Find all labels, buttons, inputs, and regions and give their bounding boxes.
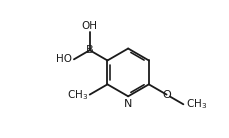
Text: O: O <box>162 90 171 100</box>
Text: N: N <box>124 99 132 109</box>
Text: HO: HO <box>56 54 72 64</box>
Text: CH$_3$: CH$_3$ <box>186 97 207 111</box>
Text: B: B <box>86 45 93 55</box>
Text: OH: OH <box>82 21 98 31</box>
Text: CH$_3$: CH$_3$ <box>67 88 88 102</box>
